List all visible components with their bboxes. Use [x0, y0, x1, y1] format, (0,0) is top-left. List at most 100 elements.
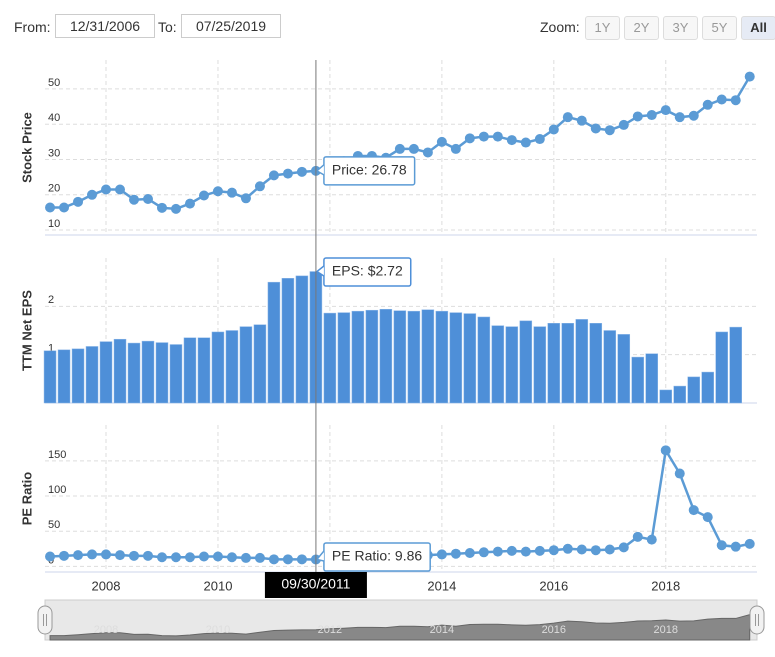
bar — [323, 312, 337, 404]
point — [254, 181, 265, 192]
bar — [659, 389, 673, 404]
tooltip-arrow — [315, 164, 325, 176]
point — [576, 115, 587, 126]
bar — [379, 308, 393, 404]
zoom-button[interactable]: 3Y — [663, 16, 698, 40]
point — [618, 119, 629, 130]
point — [170, 203, 181, 214]
y-tick-label: 100 — [48, 484, 66, 496]
bar — [197, 337, 211, 404]
bar — [407, 310, 421, 404]
bar — [351, 310, 365, 404]
navigator-handle[interactable] — [37, 605, 53, 635]
bar — [239, 326, 253, 404]
point — [702, 512, 713, 523]
line — [50, 75, 751, 211]
bar — [687, 376, 700, 404]
point — [101, 184, 112, 195]
point — [296, 166, 307, 177]
navigator-label: 2008 — [94, 624, 118, 636]
bar — [57, 349, 71, 404]
point — [604, 125, 615, 136]
bar — [85, 346, 99, 404]
point — [520, 546, 531, 557]
bar — [729, 326, 742, 404]
point — [464, 548, 475, 559]
point — [660, 105, 671, 116]
bar — [519, 320, 533, 404]
point — [576, 544, 587, 555]
point — [282, 554, 293, 565]
point — [646, 110, 657, 121]
from-input[interactable]: 12/31/2006 — [55, 14, 155, 38]
bar — [505, 326, 519, 404]
navigator-label: 2016 — [542, 624, 566, 636]
point — [744, 71, 755, 82]
navigator-label: 2010 — [206, 624, 230, 636]
tooltip-arrow — [315, 550, 325, 562]
point — [562, 543, 573, 554]
point — [436, 549, 447, 560]
point — [212, 186, 223, 197]
point — [45, 202, 56, 213]
point — [730, 95, 741, 106]
point — [115, 184, 126, 195]
point — [268, 170, 279, 181]
tooltip-text: EPS: $2.72 — [332, 263, 403, 279]
y-tick-label: 40 — [48, 112, 60, 124]
point — [730, 541, 741, 552]
point — [660, 445, 671, 456]
bar — [295, 275, 309, 404]
point — [548, 545, 559, 556]
navigator-label: 2014 — [430, 624, 454, 636]
bar — [477, 316, 491, 404]
x-tick-label: 2010 — [204, 578, 233, 593]
point — [590, 123, 601, 134]
y-tick-label: 10 — [48, 218, 60, 230]
point — [534, 545, 545, 556]
point — [59, 550, 70, 561]
point — [506, 135, 517, 146]
y-tick-label: 150 — [48, 449, 66, 461]
point — [73, 550, 84, 561]
point — [702, 99, 713, 110]
bar — [127, 342, 141, 404]
tooltip-text: Price: 26.78 — [332, 162, 407, 178]
bar — [253, 324, 267, 404]
point — [548, 124, 559, 135]
zoom-button[interactable]: 1Y — [585, 16, 620, 40]
point — [87, 189, 98, 200]
bar — [281, 278, 295, 404]
zoom-button[interactable]: 2Y — [624, 16, 659, 40]
point — [450, 143, 461, 154]
point — [408, 143, 419, 154]
bar — [43, 350, 57, 404]
bar — [589, 323, 603, 404]
point — [394, 143, 405, 154]
bar — [267, 281, 281, 404]
point — [506, 545, 517, 556]
point — [212, 551, 223, 562]
point — [590, 545, 601, 556]
x-tick-label: 2014 — [427, 578, 456, 593]
bar — [435, 310, 449, 404]
point — [156, 202, 167, 213]
bar — [421, 309, 435, 404]
bar — [211, 331, 225, 404]
zoom-button[interactable]: All — [741, 16, 775, 40]
y-tick-label: 30 — [48, 147, 60, 159]
point — [478, 547, 489, 558]
bar — [71, 348, 85, 404]
bar — [533, 326, 547, 404]
zoom-button[interactable]: 5Y — [702, 16, 737, 40]
to-input[interactable]: 07/25/2019 — [181, 14, 281, 38]
navigator-handle[interactable] — [749, 605, 765, 635]
point — [436, 136, 447, 147]
point — [534, 134, 545, 145]
point — [282, 168, 293, 179]
tooltip: PE Ratio: 9.86 — [315, 542, 431, 572]
point — [170, 552, 181, 563]
point — [240, 552, 251, 563]
navigator-area — [49, 613, 751, 641]
